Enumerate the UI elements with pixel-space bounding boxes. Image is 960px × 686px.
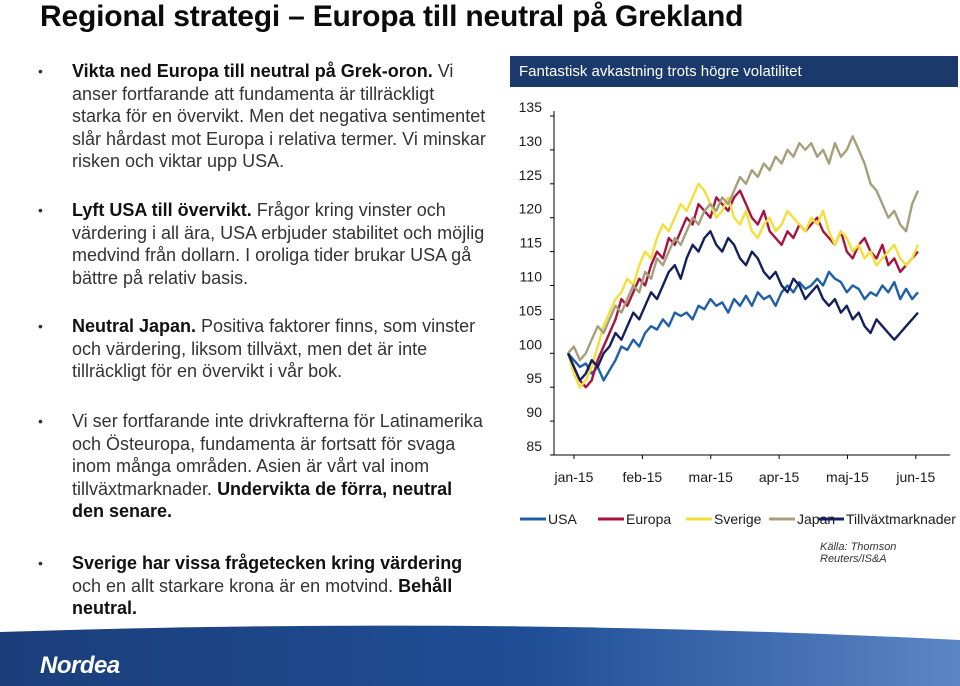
bullet-item: • Neutral Japan. Positiva faktorer finns… — [38, 315, 488, 383]
bullet-item: • Sverige har vissa frågetecken kring vä… — [38, 552, 488, 620]
legend-label: Europa — [626, 511, 671, 527]
y-tick-label: 110 — [520, 269, 543, 285]
bullet-text: och en allt starkare krona är en motvind… — [72, 575, 399, 596]
y-tick-label: 120 — [519, 201, 543, 217]
series-line-europa — [566, 189, 919, 389]
bullet-bold: Sverige har vissa frågetecken kring värd… — [72, 553, 463, 573]
bullet-text: Positiva faktorer finns, som vinster och… — [72, 316, 476, 381]
x-tick-label: apr-15 — [759, 469, 800, 485]
footer-bar — [0, 625, 960, 686]
slide-title: Regional strategi – Europa till neutral … — [40, 0, 744, 33]
bullet-bold: Vikta ned Europa till neutral på Grek-or… — [72, 61, 433, 81]
y-tick-label: 90 — [526, 404, 542, 420]
x-tick-label: jun-15 — [895, 469, 935, 485]
x-tick-label: jan-15 — [554, 469, 594, 485]
bullet-bold: Lyft USA till övervikt. — [72, 200, 252, 220]
chart-title: Fantastisk avkastning trots högre volati… — [510, 56, 958, 87]
bullet-text: Vi ser fortfarande inte drivkrafterna fö… — [72, 411, 483, 499]
legend-label: Sverige — [714, 511, 762, 527]
y-tick-label: 125 — [519, 167, 543, 183]
bullet-dot-icon: • — [38, 318, 43, 334]
y-tick-label: 135 — [519, 99, 543, 115]
series-line-sverige — [566, 182, 920, 389]
bullet-bold: Behåll neutral. — [72, 575, 453, 619]
legend-label: Japan — [797, 511, 835, 527]
x-tick-label: mar-15 — [689, 469, 734, 485]
bullet-bold: Undervikta de förra, neutral den senare. — [72, 478, 453, 522]
bullet-dot-icon: • — [38, 63, 43, 79]
y-tick-label: 100 — [519, 336, 543, 352]
bullet-dot-icon: • — [38, 555, 43, 571]
bullet-item: • Vikta ned Europa till neutral på Grek-… — [38, 60, 488, 173]
bullet-item: • Vi ser fortfarande inte drivkrafterna … — [38, 410, 488, 523]
bullet-bold: Neutral Japan. — [72, 316, 197, 336]
y-tick-label: 95 — [526, 370, 542, 386]
line-chart: 135 130 125 120 115 110 105 100 95 90 85 jan-15 feb-… — [519, 99, 957, 527]
nordea-logo: Nordea — [40, 652, 120, 679]
y-tick-label: 105 — [519, 302, 543, 318]
y-tick-label: 85 — [526, 438, 542, 454]
bullet-dot-icon: • — [38, 413, 43, 429]
series-line-tillväxtmarknader — [566, 230, 919, 382]
legend-label: USA — [548, 511, 577, 527]
y-tick-label: 115 — [520, 235, 543, 251]
chart-panel: Fantastisk avkastning trots högre volati… — [510, 56, 958, 556]
bullet-text: Vi anser fortfarande att fundamenta är t… — [72, 61, 486, 171]
x-tick-label: maj-15 — [826, 469, 869, 485]
source-note: Källa: Thomson Reuters/IS&A — [820, 541, 897, 565]
series-line-japan — [567, 135, 920, 362]
bullet-dot-icon: • — [38, 202, 43, 218]
legend-label: Tillväxtmarknader — [846, 511, 956, 527]
bullet-item: • Lyft USA till övervikt. Frågor kring v… — [38, 199, 488, 289]
series-line-usa — [567, 270, 919, 382]
bullet-text: Frågor kring vinster och värdering i all… — [72, 200, 485, 288]
y-tick-label: 130 — [519, 133, 543, 149]
x-tick-label: feb-15 — [623, 469, 663, 485]
